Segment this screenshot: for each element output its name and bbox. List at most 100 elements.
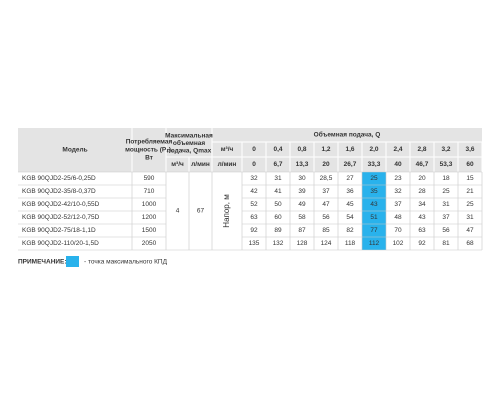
cell-head: 43 — [370, 201, 378, 208]
cell-head: 68 — [466, 240, 474, 247]
header-flow: 3,6 — [465, 146, 474, 153]
header-flow: 0,4 — [273, 146, 282, 153]
header-flow: 40 — [394, 161, 402, 168]
header-unit: л/мин — [218, 161, 237, 168]
cell-head: 48 — [394, 214, 402, 221]
cell-head: 45 — [346, 201, 354, 208]
cell-head: 27 — [346, 175, 354, 182]
cell-head: 77 — [370, 227, 378, 234]
header-qmax: объемная — [173, 139, 206, 147]
header-flow: 1,2 — [321, 146, 330, 153]
cell-head: 39 — [298, 188, 306, 195]
cell-head: 15 — [466, 175, 474, 182]
cell-head: 112 — [369, 240, 380, 247]
header-power: мощность (P₁), — [125, 147, 173, 154]
header-flow: 46,7 — [416, 161, 429, 168]
header-flow: 2,0 — [369, 146, 378, 153]
header-flow: 33,3 — [368, 161, 381, 168]
cell-head: 50 — [274, 201, 282, 208]
cell-head: 41 — [274, 188, 282, 195]
header-flow: 0 — [252, 161, 256, 168]
cell-head: 51 — [370, 214, 378, 221]
cell-power: 1200 — [142, 214, 157, 221]
cell-qmax: 67 — [197, 208, 205, 215]
cell-qmax: 4 — [176, 208, 180, 215]
header-flow: 53,3 — [440, 161, 453, 168]
header-flow: 20 — [322, 161, 330, 168]
cell-head: 28,5 — [320, 175, 333, 182]
cell-head: 92 — [418, 240, 426, 247]
cell-head: 56 — [442, 227, 450, 234]
header-flow: 2,4 — [393, 146, 402, 153]
header-qmax: Максимальная — [165, 133, 213, 140]
cell-head: 47 — [322, 201, 330, 208]
cell-head: 31 — [466, 214, 474, 221]
cell-head: 128 — [297, 240, 308, 247]
cell-head: 32 — [394, 188, 402, 195]
header-flow: 26,7 — [344, 161, 357, 168]
cell-head: 82 — [346, 227, 354, 234]
cell-power: 1000 — [142, 201, 157, 208]
cell-head: 25 — [370, 175, 378, 182]
cell-head: 89 — [274, 227, 282, 234]
cell-head: 28 — [418, 188, 426, 195]
head-label: Напор, м — [222, 194, 231, 227]
cell-model: KGB 90QJD2-25/6-0,25D — [22, 175, 96, 182]
cell-head: 43 — [418, 214, 426, 221]
cell-head: 102 — [393, 240, 404, 247]
cell-head: 87 — [298, 227, 306, 234]
cell-head: 60 — [274, 214, 282, 221]
header-power: Вт — [145, 155, 153, 162]
cell-model: KGB 90QJD2-110/20-1,5D — [22, 240, 99, 247]
cell-head: 56 — [322, 214, 330, 221]
cell-head: 30 — [298, 175, 306, 182]
cell-head: 21 — [466, 188, 474, 195]
header-unit: м³/ч — [171, 161, 184, 168]
cell-head: 35 — [370, 188, 378, 195]
note-label: ПРИМЕЧАНИЕ: — [18, 259, 67, 266]
cell-head: 49 — [298, 201, 306, 208]
cell-head: 47 — [466, 227, 474, 234]
cell-head: 25 — [442, 188, 450, 195]
cell-model: KGB 90QJD2-42/10-0,55D — [22, 201, 100, 208]
cell-head: 63 — [418, 227, 426, 234]
cell-head: 52 — [250, 201, 258, 208]
cell-head: 63 — [250, 214, 258, 221]
header-flow: 2,8 — [417, 146, 426, 153]
note-text: - точка максимального КПД — [84, 259, 168, 266]
cell-head: 20 — [418, 175, 426, 182]
cell-head: 42 — [250, 188, 258, 195]
header-power: Потребляемая — [126, 138, 173, 146]
header-flow: 6,7 — [273, 161, 282, 168]
cell-head: 124 — [321, 240, 332, 247]
header-flow: 3,2 — [441, 146, 450, 153]
cell-head: 58 — [298, 214, 306, 221]
cell-power: 1500 — [142, 227, 157, 234]
cell-power: 2050 — [142, 240, 157, 247]
cell-head: 135 — [249, 240, 260, 247]
cell-power: 710 — [144, 188, 155, 195]
cell-head: 118 — [345, 240, 356, 247]
cell-model: KGB 90QJD2-35/8-0,37D — [22, 188, 96, 195]
cell-head: 18 — [442, 175, 450, 182]
header-model: Модель — [62, 147, 87, 154]
header-qmax: подача, Qmax — [167, 148, 212, 155]
cell-head: 36 — [346, 188, 354, 195]
cell-head: 70 — [394, 227, 402, 234]
header-flow: 0,8 — [297, 146, 306, 153]
header-flow: 13,3 — [296, 161, 309, 168]
header-unit: л/мин — [191, 161, 210, 168]
header-bg — [18, 128, 482, 172]
header-flow: 60 — [466, 161, 474, 168]
cell-head: 31 — [442, 201, 450, 208]
cell-head: 92 — [250, 227, 258, 234]
cell-head: 81 — [442, 240, 450, 247]
cell-head: 85 — [322, 227, 330, 234]
cell-head: 34 — [418, 201, 426, 208]
cell-head: 31 — [274, 175, 282, 182]
cell-head: 25 — [466, 201, 474, 208]
note-swatch — [66, 256, 79, 267]
cell-power: 590 — [144, 175, 155, 182]
header-flow-title: Объемная подача, Q — [314, 131, 381, 139]
